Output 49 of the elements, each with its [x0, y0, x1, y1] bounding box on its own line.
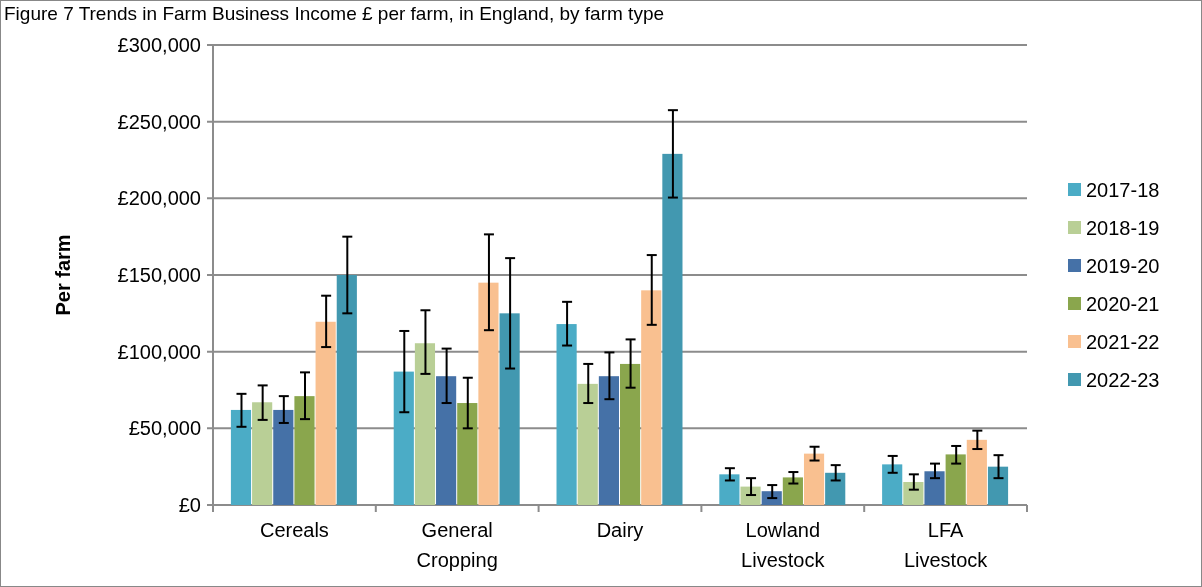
bar — [294, 396, 315, 505]
x-tick-label: Cereals — [259, 519, 329, 541]
legend-label: 2017-18 — [1086, 179, 1160, 201]
y-tick-label: £200,000 — [117, 187, 201, 210]
bar — [782, 477, 803, 505]
y-tick-label: £250,000 — [117, 110, 201, 133]
legend-label: 2019-20 — [1086, 255, 1160, 277]
bar — [478, 282, 499, 505]
bar — [457, 403, 478, 505]
x-tick-label: General Cropping — [416, 519, 498, 571]
x-tick-label: Dairy — [596, 519, 644, 541]
bar — [924, 471, 945, 505]
bar — [273, 409, 294, 505]
x-tick-label: Lowland Livestock — [741, 519, 826, 571]
bar — [556, 324, 577, 505]
bar — [315, 321, 336, 505]
y-tick-label: £0 — [178, 494, 201, 516]
bar — [882, 464, 903, 505]
y-tick-label: £150,000 — [117, 264, 201, 286]
bar — [803, 453, 825, 505]
bar — [825, 472, 846, 505]
x-tick-label: LFA Livestock — [903, 519, 989, 571]
bar — [620, 363, 641, 505]
bar — [393, 371, 414, 505]
y-axis-title: Per farm — [52, 234, 74, 316]
bar — [945, 454, 966, 505]
bar — [903, 482, 924, 505]
bar — [414, 343, 436, 505]
bar — [499, 313, 520, 505]
legend-label: 2022-23 — [1086, 369, 1160, 391]
y-tick-label: £100,000 — [117, 340, 201, 363]
y-tick-label: £300,000 — [117, 34, 201, 56]
bar — [987, 466, 1009, 505]
legend-label: 2018-19 — [1086, 217, 1160, 239]
bar — [252, 402, 273, 505]
bar — [598, 376, 619, 505]
bar — [336, 275, 357, 505]
bar — [966, 439, 987, 505]
legend-label: 2020-21 — [1086, 293, 1160, 315]
y-tick-label: £50,000 — [128, 417, 201, 440]
bar — [577, 383, 598, 505]
bar — [662, 153, 683, 505]
bar — [641, 290, 662, 505]
bar — [719, 474, 740, 505]
bar — [230, 409, 252, 505]
chart-title: Figure 7 Trends in Farm Business Income £ per farm, in England, by farm type — [4, 3, 665, 24]
bar — [436, 376, 457, 505]
legend-label: 2021-22 — [1086, 331, 1160, 353]
bar — [740, 486, 761, 505]
